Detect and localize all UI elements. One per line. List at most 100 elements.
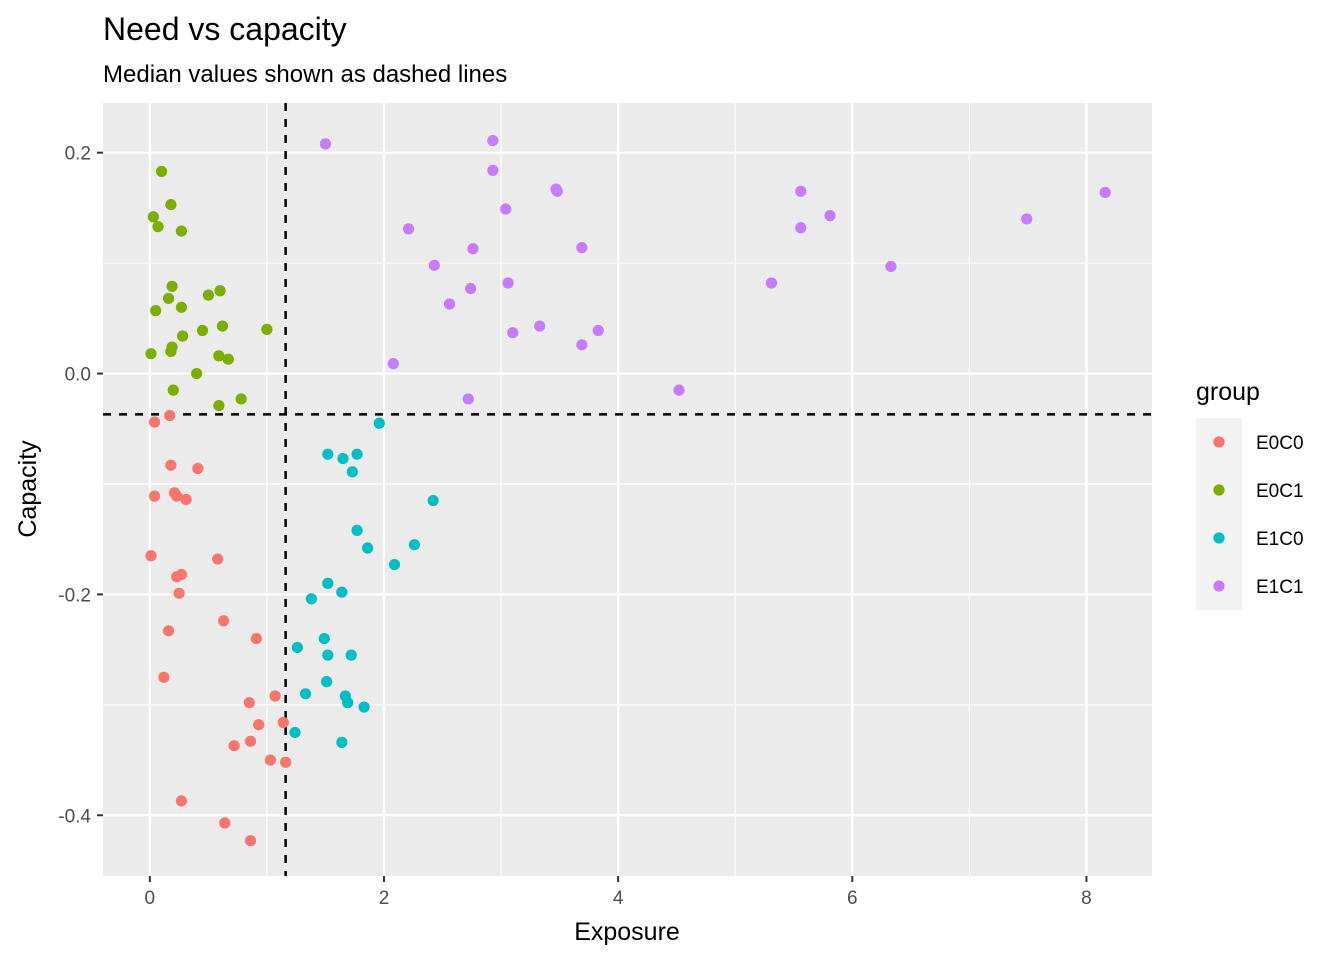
point-e0c0 (171, 571, 183, 583)
point-e0c1 (155, 165, 168, 178)
point-e1c0 (337, 452, 349, 465)
legend-label-e1c0: E1C0 (1256, 529, 1304, 550)
point-e1c0 (291, 641, 303, 654)
point-e1c1 (462, 393, 474, 405)
y-tick-label: -0.2 (58, 585, 91, 606)
point-e0c1 (147, 211, 159, 223)
point-e0c1 (191, 367, 203, 380)
point-e1c0 (427, 494, 439, 507)
point-e0c0 (192, 462, 204, 475)
y-tick-label: 0.0 (65, 365, 91, 386)
point-e1c1 (592, 324, 604, 337)
point-e0c1 (166, 280, 178, 292)
data-points (145, 134, 1111, 847)
point-e1c0 (289, 726, 301, 739)
x-tick-label: 4 (613, 888, 624, 909)
point-e1c1 (576, 339, 588, 351)
point-e1c0 (336, 586, 348, 598)
point-e1c0 (408, 539, 421, 551)
major-gridlines (103, 103, 1152, 876)
point-e1c1 (1099, 186, 1111, 199)
point-e1c0 (336, 736, 348, 748)
point-e0c1 (152, 221, 164, 233)
point-e0c1 (150, 305, 162, 317)
point-e0c0 (162, 625, 175, 637)
point-e0c0 (164, 409, 176, 422)
point-e1c1 (534, 320, 546, 332)
point-e0c1 (177, 330, 189, 342)
legend-label-e1c1: E1C1 (1256, 577, 1304, 598)
point-e1c1 (502, 277, 514, 289)
point-e0c0 (228, 740, 240, 752)
point-e0c0 (244, 835, 257, 847)
point-e0c1 (165, 345, 177, 358)
point-e0c1 (261, 323, 273, 335)
point-e1c1 (824, 210, 836, 222)
x-tick-label: 0 (145, 888, 156, 909)
point-e0c0 (148, 490, 161, 502)
point-e1c0 (358, 701, 370, 713)
point-e0c0 (145, 550, 157, 562)
point-e1c0 (345, 649, 357, 661)
point-e1c1 (765, 277, 778, 289)
point-e1c1 (402, 223, 415, 235)
axis-ticks: 0 2 4 6 8 -0.4 -0.2 0.0 0.2 (58, 144, 1091, 909)
point-e1c1 (487, 164, 499, 176)
minor-gridlines (103, 103, 1152, 876)
point-e1c0 (346, 466, 358, 478)
point-e1c1 (1021, 213, 1033, 225)
point-e0c0 (180, 493, 192, 506)
point-e1c1 (467, 243, 479, 255)
point-e0c0 (158, 671, 170, 683)
point-e0c0 (264, 754, 277, 766)
point-e1c0 (318, 632, 330, 645)
point-e1c1 (551, 185, 563, 197)
point-e1c0 (322, 577, 334, 589)
point-e0c0 (175, 795, 188, 807)
point-e1c1 (500, 203, 512, 215)
point-e0c1 (175, 225, 188, 237)
point-e0c0 (280, 756, 292, 768)
point-e1c0 (351, 524, 363, 536)
legend-title: group (1196, 378, 1260, 406)
point-e0c0 (165, 459, 177, 471)
legend-key-background (1196, 418, 1242, 610)
y-axis-title: Capacity (14, 440, 42, 538)
point-e1c1 (319, 138, 332, 150)
point-e1c0 (388, 558, 401, 571)
x-tick-label: 8 (1081, 888, 1092, 909)
point-e0c1 (213, 350, 225, 362)
point-e0c0 (243, 697, 255, 709)
y-tick-label: 0.2 (65, 144, 91, 165)
point-e0c0 (219, 817, 231, 829)
legend-key-e1c1 (1213, 580, 1225, 592)
point-e1c0 (299, 688, 312, 700)
point-e1c1 (487, 134, 499, 147)
point-e0c1 (214, 285, 226, 297)
point-e1c0 (373, 417, 385, 429)
legend-key-e0c1 (1213, 484, 1225, 496)
point-e0c1 (162, 292, 175, 305)
x-axis-title: Exposure (574, 918, 680, 946)
point-e1c1 (443, 298, 456, 310)
point-e1c0 (361, 542, 374, 554)
point-e0c0 (269, 690, 281, 702)
point-e0c1 (196, 324, 209, 337)
point-e0c1 (235, 393, 247, 405)
point-e1c0 (342, 697, 354, 709)
point-e0c1 (175, 301, 188, 313)
legend-label-e0c0: E0C0 (1256, 433, 1304, 454)
point-e1c0 (305, 593, 317, 605)
point-e1c1 (576, 242, 588, 254)
x-tick-label: 2 (379, 888, 390, 909)
legend-key-e0c0 (1213, 436, 1225, 448)
point-e1c0 (322, 649, 334, 661)
point-e1c1 (428, 259, 440, 271)
point-e1c1 (673, 384, 685, 396)
chart-title: Need vs capacity (103, 11, 347, 47)
point-e0c0 (173, 587, 185, 599)
median-lines (103, 103, 1152, 876)
point-e0c1 (145, 348, 157, 360)
